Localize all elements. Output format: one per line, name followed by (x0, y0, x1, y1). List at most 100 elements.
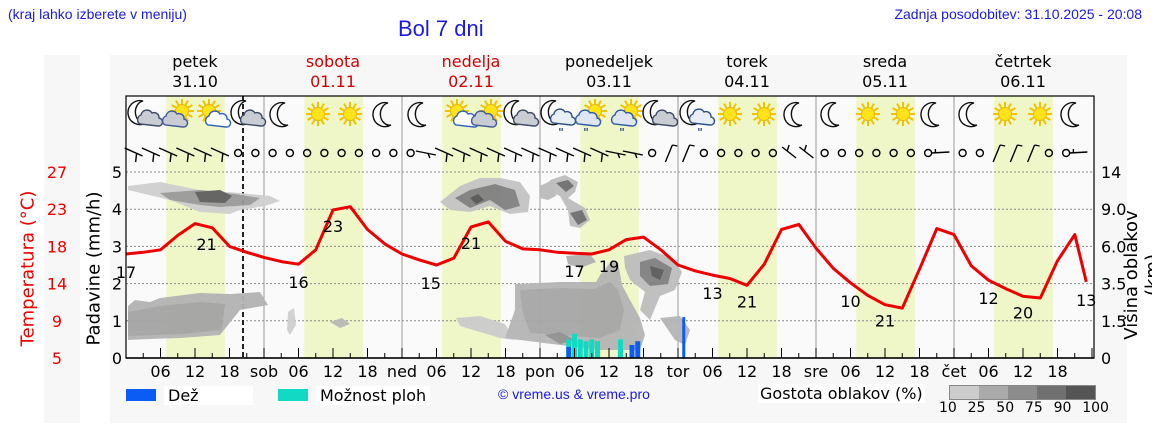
calm-wind-icon (337, 148, 346, 158)
density-scale (949, 385, 1096, 400)
sun-icon (1028, 102, 1052, 126)
calm-wind-icon (958, 148, 967, 158)
wind-barb-icon (193, 147, 212, 157)
temp-label: 12 (978, 289, 998, 308)
rain-swatch (126, 389, 156, 401)
last-updated: Zadnja posodobitev: 31.10.2025 - 20:08 (894, 6, 1142, 22)
calm-wind-icon (251, 148, 260, 158)
page-title: Bol 7 dni (398, 16, 484, 41)
day-date: 01.11 (310, 72, 356, 91)
cloud-height-axis-title: Višina oblakov (km) (1121, 210, 1152, 340)
sun-icon (856, 102, 880, 126)
day-name: torek (726, 52, 768, 71)
density-step-label: 100 (1082, 400, 1109, 416)
day-header: ponedeljek 03.11 (540, 52, 678, 92)
temp-tick: 18 (47, 237, 67, 256)
density-step (1008, 386, 1037, 399)
x-tick-label: 18 (633, 362, 653, 381)
calm-wind-icon (233, 148, 243, 158)
temp-tick: 9 (52, 312, 62, 331)
moon-icon (679, 99, 699, 126)
day-date: 04.11 (724, 72, 770, 91)
wind-barb-icon (158, 147, 178, 157)
calm-wind-icon (320, 148, 329, 158)
moon-icon (783, 101, 803, 128)
day-name: četrtek (994, 52, 1052, 71)
moon-icon (372, 101, 392, 128)
cloud-height-tick: 0 (1101, 349, 1111, 368)
density-step-label: 10 (939, 400, 957, 416)
temp-label: 20 (1013, 303, 1033, 322)
legend-showers: Možnost ploh (278, 384, 431, 406)
calm-wind-icon (837, 148, 847, 158)
cloud-height-tick: 6.0 (1101, 237, 1126, 256)
rain-drops-icon: " (697, 126, 703, 139)
cloud-height-tick: 14 (1101, 163, 1121, 182)
wind-barb-icon (538, 147, 557, 157)
calm-wind-icon (820, 148, 829, 158)
precipitation-axis-title: Padavine (mm/h) (83, 191, 105, 346)
day-header: petek 31.10 (126, 52, 264, 92)
cloud-icon (512, 109, 540, 127)
x-tick-label: 12 (1013, 362, 1033, 381)
cloud-height-tick: 3.5 (1101, 275, 1126, 294)
precip-tick: 4 (112, 200, 122, 219)
moon-icon (269, 101, 289, 128)
calm-wind-icon (268, 148, 277, 158)
temp-label: 21 (196, 235, 216, 254)
cloud-icon (610, 109, 638, 127)
temp-label: 15 (421, 274, 441, 293)
temp-label: 13 (702, 284, 722, 303)
density-step (1066, 386, 1095, 399)
calm-wind-icon (1044, 148, 1054, 158)
moon-icon (407, 101, 427, 128)
wind-barb-icon (521, 147, 540, 157)
sun-icon (306, 102, 330, 126)
x-tick-label: 06 (564, 362, 584, 381)
wind-barb-icon (486, 147, 506, 157)
day-name: petek (172, 52, 218, 71)
calm-wind-icon (371, 148, 381, 158)
day-date: 06.11 (1000, 72, 1046, 91)
calm-wind-icon (354, 148, 364, 158)
wind-barb-icon (605, 150, 626, 156)
day-header: sreda 05.11 (816, 52, 954, 92)
cloud-density (128, 175, 690, 350)
rain-drops-icon: " (558, 126, 564, 139)
moon-icon (820, 101, 840, 128)
x-tick-label: 18 (357, 362, 377, 381)
calm-wind-icon (854, 148, 864, 158)
wind-barb-icon (452, 147, 471, 157)
temp-label: 16 (288, 273, 308, 292)
temp-label: 17 (564, 262, 584, 281)
cloud-icon (239, 109, 267, 127)
sun-icon (718, 102, 742, 126)
temp-label: 19 (599, 257, 619, 276)
temp-label: 10 (840, 292, 860, 311)
density-step-label: 75 (1024, 400, 1043, 416)
wind-barb-icon (1026, 144, 1036, 163)
wind-barb-icon (415, 150, 437, 156)
weather-icons: " " " " (127, 99, 1080, 139)
wind-barb-icon (434, 147, 454, 157)
precip-tick: 3 (112, 237, 122, 256)
calm-wind-icon (716, 148, 726, 158)
temp-label: 23 (323, 217, 343, 236)
x-day-label: sob (250, 362, 278, 381)
wind-barb-icon (141, 147, 161, 157)
x-tick-label: 18 (495, 362, 515, 381)
density-step-label: 25 (967, 400, 986, 416)
x-tick-label: 06 (702, 362, 722, 381)
wind-barb-icon (555, 147, 575, 157)
wind-barb-icon (210, 147, 230, 157)
x-day-label: ned (387, 362, 417, 381)
cloud-icon (161, 110, 189, 128)
calm-wind-icon (647, 148, 657, 158)
x-day-label: tor (667, 362, 690, 381)
wind-barb-icon (781, 146, 797, 159)
copyright-link[interactable]: © vreme.us & vreme.pro (498, 386, 650, 402)
x-tick-label: 12 (599, 362, 619, 381)
showers-label: Možnost ploh (316, 385, 431, 405)
x-tick-label: 18 (909, 362, 929, 381)
